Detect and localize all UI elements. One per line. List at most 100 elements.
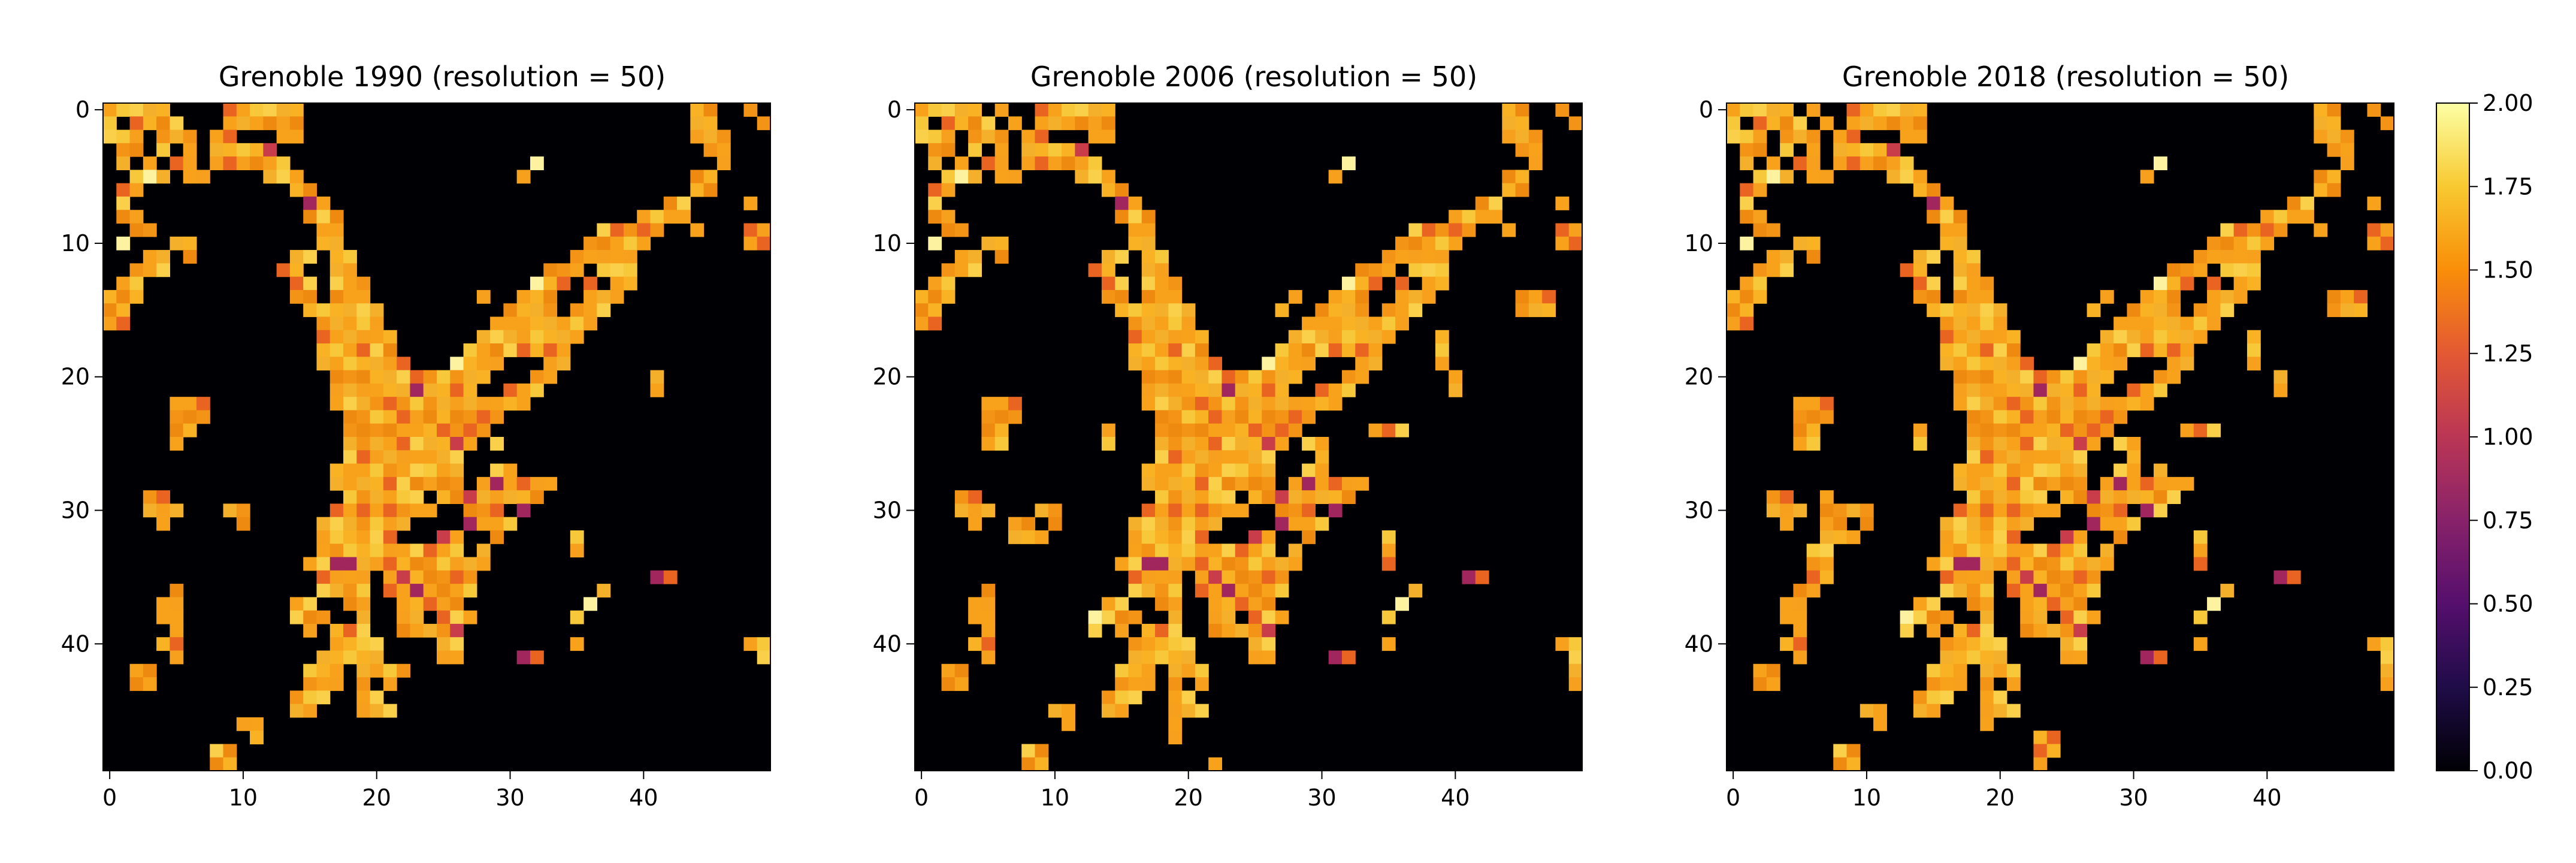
heatmap-cell [1753, 289, 1767, 304]
heatmap-cell [1528, 129, 1543, 144]
x-tick-label: 40 [629, 784, 658, 811]
heatmap-cell [343, 410, 357, 424]
heatmap-cell [1462, 223, 1476, 237]
heatmap-cell [303, 597, 318, 611]
heatmap-cell [1368, 423, 1383, 437]
heatmap-cell [1288, 289, 1302, 304]
heatmap-cell [1368, 263, 1383, 277]
heatmap-cell [1115, 690, 1129, 705]
heatmap-cell [343, 303, 357, 318]
heatmap-cell [2073, 423, 2088, 437]
heatmap-cell [1208, 517, 1223, 531]
heatmap-cell [1195, 410, 1209, 424]
heatmap-cell [437, 476, 451, 491]
heatmap-cell [981, 116, 996, 131]
heatmap-cell [1886, 170, 1901, 184]
heatmap-cell [356, 530, 371, 544]
heatmap-cell [2193, 637, 2208, 651]
heatmap-cell [2153, 276, 2167, 291]
heatmap-cell [1900, 103, 1914, 117]
heatmap-cell [1435, 263, 1449, 277]
heatmap-cell [570, 637, 584, 651]
heatmap-cell [450, 490, 464, 504]
heatmap-cell [329, 236, 344, 251]
heatmap-cell [1980, 650, 1994, 665]
heatmap-cell [2073, 357, 2088, 371]
heatmap-cell [329, 397, 344, 411]
heatmap-cell [1208, 476, 1223, 491]
heatmap-cell [370, 490, 384, 504]
heatmap-cell [2100, 423, 2114, 437]
heatmap-cell [1248, 623, 1262, 638]
heatmap-cell [1980, 316, 1994, 331]
heatmap-cell [1115, 610, 1129, 624]
heatmap-cell [1381, 250, 1396, 264]
heatmap-cell [1993, 503, 2007, 518]
heatmap-cell [1819, 530, 1834, 544]
y-tick-label: 30 [1685, 497, 1713, 524]
heatmap-cell [210, 744, 224, 758]
heatmap-cell [343, 263, 357, 277]
heatmap-cell [1927, 704, 1941, 718]
heatmap-cell [1940, 570, 1954, 584]
heatmap-cell [2153, 156, 2167, 170]
heatmap-cell [1435, 330, 1449, 344]
heatmap-cell [2100, 544, 2114, 558]
heatmap-cell [1980, 704, 1994, 718]
heatmap-cell [1967, 623, 1981, 638]
heatmap-cell [570, 263, 584, 277]
heatmap-cell [316, 303, 331, 318]
heatmap-cell [2046, 544, 2061, 558]
heatmap-cell [1873, 156, 1887, 170]
heatmap-cell [289, 116, 304, 131]
heatmap-cell [2300, 210, 2314, 224]
heatmap-cell [2033, 370, 2048, 384]
axes-frame [102, 102, 771, 771]
heatmap-cell [1141, 276, 1156, 291]
heatmap-cell [1101, 129, 1115, 144]
heatmap-cell [2193, 303, 2208, 318]
heatmap-cell [129, 223, 144, 237]
heatmap-cell [1913, 250, 1927, 264]
heatmap-cell [1168, 450, 1183, 464]
heatmap-cell [2006, 544, 2021, 558]
heatmap-cell [1980, 397, 1994, 411]
heatmap-cell [1141, 343, 1156, 357]
heatmap-cell [1913, 263, 1927, 277]
heatmap-cell [236, 503, 250, 518]
heatmap-cell [941, 170, 956, 184]
heatmap-cell [1262, 423, 1276, 437]
heatmap-cell [2060, 423, 2074, 437]
heatmap-cell [1275, 303, 1289, 318]
heatmap-cell [289, 263, 304, 277]
heatmap-cell [1515, 103, 1529, 117]
heatmap-cell [1168, 463, 1183, 478]
heatmap-cell [1128, 663, 1142, 678]
heatmap-cell [2006, 450, 2021, 464]
heatmap-cell [450, 357, 464, 371]
heatmap-cell [1980, 330, 1994, 344]
heatmap-cell [1168, 597, 1183, 611]
heatmap-cell [423, 557, 437, 571]
heatmap-cell [1235, 437, 1249, 451]
heatmap-cell [1846, 530, 1861, 544]
heatmap-cell [981, 584, 996, 598]
heatmap-cell [1155, 343, 1169, 357]
heatmap-cell [1381, 544, 1396, 558]
heatmap-cell [2046, 584, 2061, 598]
heatmap-cell [954, 250, 969, 264]
heatmap-cell [183, 156, 197, 170]
heatmap-cell [1993, 410, 2007, 424]
heatmap-cell [2380, 637, 2394, 651]
heatmap-cell [530, 289, 544, 304]
heatmap-cell [1927, 289, 1941, 304]
heatmap-cell [1449, 370, 1463, 384]
colorbar-tick-label: 0.50 [2483, 591, 2533, 617]
heatmap-cell [1315, 463, 1329, 478]
heatmap-cell [116, 276, 131, 291]
heatmap-cell [1940, 530, 1954, 544]
heatmap-cell [2340, 303, 2354, 318]
heatmap-cell [356, 597, 371, 611]
heatmap-cell [2060, 463, 2074, 478]
heatmap-cell [343, 437, 357, 451]
